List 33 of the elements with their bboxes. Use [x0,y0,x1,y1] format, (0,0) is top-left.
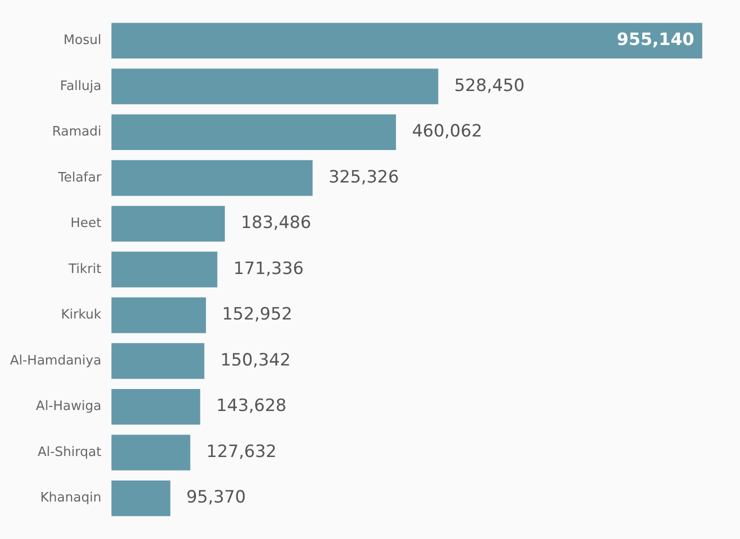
bar [111,114,396,150]
data-label: 183,486 [240,213,312,234]
y-tick-label: Mosul [64,33,102,48]
bar [111,297,206,334]
y-tick-label: Tikrit [68,262,102,277]
y-tick-label: Al-Hawiga [36,399,102,414]
bar [111,206,225,242]
bar [111,68,438,104]
bar [111,480,170,516]
y-tick-label: Heet [70,216,102,232]
y-tick-label: Al-Shirqat [38,444,102,460]
y-tick-label: Telafar [57,170,102,186]
data-label: 955,140 [616,30,694,50]
data-label: 460,062 [412,122,482,142]
y-tick-label: Kirkuk [60,308,102,323]
y-tick-label: Ramadi [52,124,102,140]
y-tick-label: Khanaqin [40,490,102,506]
bar [111,160,313,196]
data-label: 95,370 [186,488,246,508]
bar [111,252,218,288]
y-tick-label: Falluja [60,78,102,94]
data-label: 528,450 [454,76,525,96]
data-label: 127,632 [206,442,277,462]
data-label: 143,628 [216,396,286,416]
bar [111,343,204,379]
data-label: 152,952 [222,304,292,325]
data-label: 325,326 [328,167,399,188]
bar [111,434,190,470]
bar [111,388,200,425]
data-label: 150,342 [220,350,291,370]
bar [111,22,702,59]
data-label: 171,336 [233,258,304,279]
y-tick-label: Al-Hamdaniya [10,353,102,368]
